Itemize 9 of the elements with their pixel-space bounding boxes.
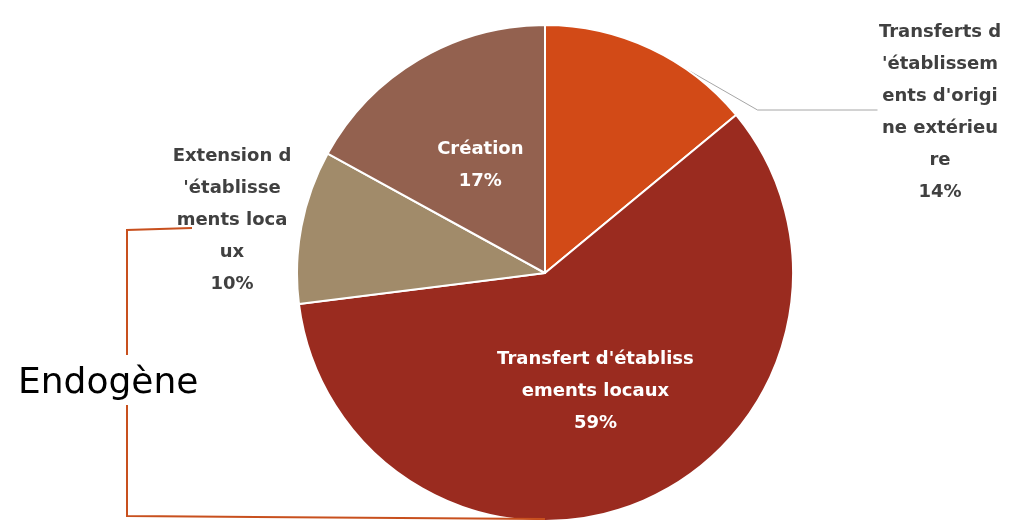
- data-label: 14%: [918, 179, 962, 201]
- data-label: 10%: [210, 271, 254, 293]
- slice-label: Création: [437, 137, 524, 159]
- text: Endogène: [18, 359, 199, 401]
- slice-label: Transferts d'établissements d'origine extérieure: [878, 19, 1002, 169]
- slice-label: Transfert d'établissements locaux: [497, 347, 694, 401]
- slice-label: Extension d'établissements locaux: [172, 143, 292, 261]
- data-label: 59%: [573, 411, 617, 433]
- data-label: 17%: [458, 169, 502, 191]
